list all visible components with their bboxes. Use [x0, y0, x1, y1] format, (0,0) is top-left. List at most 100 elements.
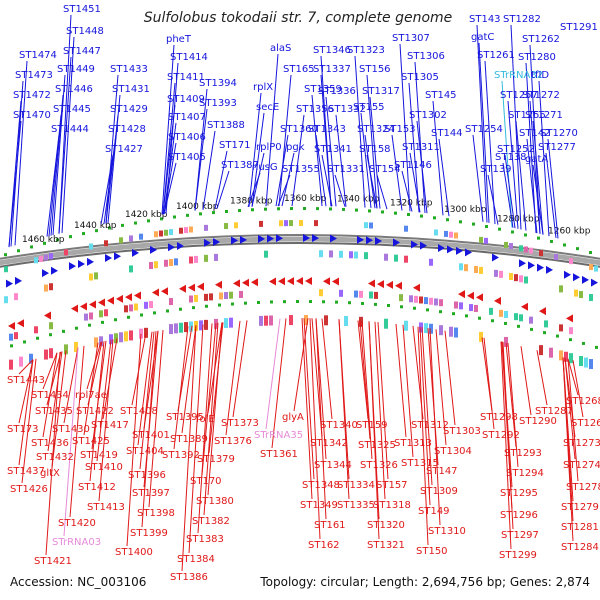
scale-tick-upper	[433, 216, 436, 220]
reverse-gene-label: ST1318	[373, 500, 411, 511]
scale-tick-upper	[173, 215, 176, 219]
feature-block	[409, 295, 413, 303]
reverse-gene-label: ST1294	[506, 468, 544, 479]
scale-tick-lower	[582, 341, 585, 345]
feature-block	[439, 325, 443, 336]
forward-gene-label: ST1252	[497, 144, 535, 155]
reverse-gene-label: ST1304	[434, 446, 472, 457]
forward-gene-line	[432, 100, 444, 216]
reverse-gene-line	[507, 343, 519, 468]
scale-label: 1420 kbp	[125, 210, 168, 220]
scale-tick-upper	[212, 211, 215, 215]
forward-gene-label: ST1324	[357, 124, 395, 135]
reverse-gene-arrow	[287, 277, 294, 286]
scale-tick-lower	[465, 314, 468, 318]
reverse-gene-arrow	[476, 293, 483, 302]
reverse-gene-label: ST1321	[367, 540, 405, 551]
feature-block	[509, 243, 513, 250]
feature-block	[569, 327, 573, 335]
reverse-gene-line	[309, 318, 321, 540]
feature-block	[444, 230, 448, 237]
feature-block	[524, 276, 528, 284]
forward-gene-label: pgk	[286, 142, 305, 153]
feature-block	[569, 353, 573, 364]
forward-gene-line	[501, 80, 513, 228]
reverse-gene-label: ST173	[7, 424, 39, 435]
reverse-gene-line	[564, 357, 576, 460]
reverse-gene-arrow	[566, 314, 573, 323]
forward-gene-label: ST1446	[55, 84, 93, 95]
forward-gene-line	[502, 162, 514, 228]
feature-block	[139, 328, 143, 339]
forward-gene-line	[409, 152, 421, 213]
feature-block	[559, 285, 563, 293]
feature-block	[429, 258, 433, 266]
forward-gene-label: ST1447	[63, 46, 101, 57]
forward-gene-line	[504, 154, 516, 229]
scale-tick-lower	[530, 327, 533, 331]
feature-block	[554, 254, 558, 261]
forward-gene-label: ST1311	[402, 142, 440, 153]
forward-gene-line	[325, 96, 337, 207]
forward-gene-line	[194, 108, 208, 211]
reverse-gene-arrow	[116, 294, 123, 303]
forward-gene-label: ST1445	[53, 104, 91, 115]
forward-gene-arrow	[114, 252, 121, 261]
forward-gene-label: ST1305	[401, 72, 439, 83]
feature-block	[239, 290, 243, 298]
forward-gene-line	[202, 130, 216, 210]
feature-block	[424, 323, 428, 334]
feature-block	[89, 273, 93, 281]
forward-gene-label: ST154	[369, 164, 401, 175]
genome-rings	[0, 234, 600, 268]
feature-block	[204, 224, 208, 231]
topology-text: Topology: circular; Length: 2,694,756 bp…	[259, 575, 590, 589]
reverse-gene-line	[374, 321, 386, 500]
scale-tick-lower	[504, 321, 507, 325]
reverse-gene-label: ST1312	[411, 420, 449, 431]
forward-gene-label: ST1387	[221, 160, 259, 171]
feature-block	[369, 222, 373, 229]
feature-block	[514, 313, 518, 321]
reverse-gene-arrow	[80, 302, 87, 311]
forward-gene-line	[214, 150, 228, 209]
scale-tick-upper	[147, 219, 150, 223]
forward-gene-line	[472, 134, 484, 222]
feature-block	[259, 315, 263, 326]
feature-block	[94, 337, 98, 348]
forward-gene-line	[391, 134, 403, 211]
scale-tick-upper	[420, 214, 423, 218]
forward-gene-label: ST144	[431, 128, 463, 139]
forward-gene-lines	[8, 14, 559, 248]
reverse-gene-label: ST1281	[561, 522, 599, 533]
feature-block	[559, 324, 563, 332]
feature-block	[454, 327, 458, 338]
forward-gene-label: rplP0	[256, 142, 282, 153]
feature-block	[449, 326, 453, 337]
scale-tick-lower	[335, 300, 338, 304]
forward-gene-label: ST1428	[108, 124, 146, 135]
reverse-gene-line	[207, 322, 223, 496]
forward-gene-arrow	[564, 270, 571, 279]
reverse-gene-line	[505, 342, 517, 448]
reverse-gene-line	[225, 320, 241, 436]
scale-tick-lower	[192, 306, 195, 310]
feature-block	[584, 357, 588, 368]
forward-gene-line	[507, 100, 519, 229]
feature-block	[484, 237, 488, 244]
reverse-gene-label: ST1383	[186, 534, 224, 545]
forward-gene-line	[103, 134, 117, 224]
reverse-gene-line	[83, 342, 99, 436]
forward-gene-label: ST142	[519, 128, 551, 139]
forward-gene-label: ST1473	[15, 70, 53, 81]
feature-block	[119, 237, 123, 244]
forward-gene-line	[46, 134, 60, 237]
feature-block	[404, 320, 408, 331]
reverse-gene-arrow	[395, 281, 402, 290]
reverse-gene-line	[567, 358, 579, 396]
forward-gene-line	[105, 74, 119, 224]
forward-gene-label: ST1411	[167, 72, 205, 83]
feature-block	[384, 318, 388, 329]
